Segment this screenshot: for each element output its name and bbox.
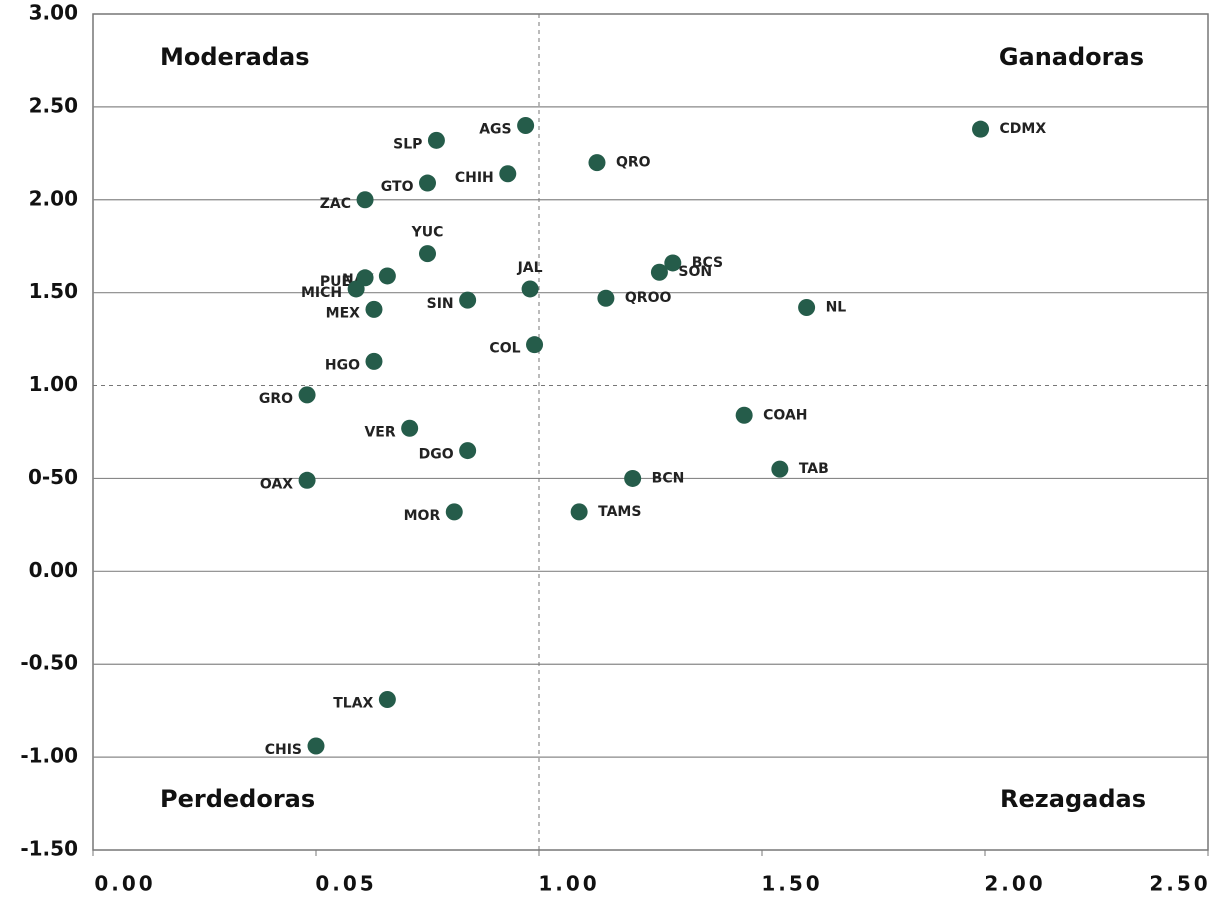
point-label: QROO [625, 290, 672, 306]
y-tick-label: -0.50 [20, 651, 78, 675]
y-tick-label: 0-50 [28, 465, 78, 489]
quadrant-label: Perdedoras [160, 785, 315, 813]
point [365, 352, 383, 370]
y-tick-label: -1.00 [20, 744, 78, 768]
point [445, 503, 463, 521]
point [365, 300, 383, 318]
point [664, 254, 682, 272]
point [526, 336, 544, 354]
y-tick-label: 0.00 [29, 558, 78, 582]
point-label: CHIS [265, 742, 302, 758]
point [650, 263, 668, 281]
point-label: VER [364, 424, 395, 440]
point-label: GTO [381, 179, 414, 195]
point-label: COAH [763, 407, 807, 423]
point [298, 386, 316, 404]
y-tick-label: 1.00 [29, 372, 78, 396]
x-tick-label: 0.00 [94, 872, 155, 896]
point [401, 419, 419, 437]
point [347, 280, 365, 298]
point [735, 406, 753, 424]
point [378, 691, 396, 709]
quadrant-label: Moderadas [160, 43, 310, 71]
point-label: MOR [404, 508, 441, 524]
point-label: TAMS [598, 504, 641, 520]
y-tick-label: -1.50 [20, 837, 78, 861]
point-label: SON [678, 264, 712, 280]
point [624, 469, 642, 487]
point-label: COL [489, 341, 520, 357]
point [307, 737, 325, 755]
point-label: NL [826, 300, 847, 316]
point-label: YUC [411, 225, 444, 241]
point [521, 280, 539, 298]
point [588, 154, 606, 172]
quadrant-label: Ganadoras [999, 43, 1144, 71]
point-label: OAX [260, 476, 293, 492]
point [597, 289, 615, 307]
point-label: JAL [517, 260, 543, 276]
point [298, 471, 316, 489]
point [972, 120, 990, 138]
y-tick-label: 1.50 [29, 279, 78, 303]
point [378, 267, 396, 285]
point-label: GRO [259, 391, 293, 407]
point-label: ZAC [320, 196, 351, 212]
y-tick-label: 2.00 [29, 186, 78, 210]
point [356, 191, 374, 209]
point [419, 174, 436, 192]
point-label: CDMX [1000, 121, 1047, 137]
point-label: HGO [325, 357, 360, 373]
point [517, 116, 535, 134]
x-tick-label: 2.00 [984, 872, 1045, 896]
point-label: BCN [652, 470, 685, 486]
quadrant-label: Rezagadas [1000, 785, 1146, 813]
x-tick-label: 1.50 [761, 872, 822, 896]
point [427, 131, 445, 149]
point-label: AGS [479, 121, 511, 137]
point-label: MEX [326, 305, 360, 321]
point-label: QRO [616, 155, 651, 171]
point [459, 442, 477, 460]
x-tick-label: 1.00 [538, 872, 599, 896]
point-label: CHIH [455, 170, 494, 186]
point [570, 503, 588, 521]
y-tick-label: 2.50 [29, 93, 78, 117]
point [499, 165, 517, 183]
point-label: PUE [320, 274, 351, 290]
x-tick-label: 0.05 [315, 872, 376, 896]
point-label: SIN [427, 296, 454, 312]
plot-frame [92, 13, 1209, 851]
x-tick-label: 2.50 [1149, 872, 1210, 896]
point [459, 291, 477, 309]
point-label: BCS [692, 255, 723, 271]
point-label: DGO [419, 447, 454, 463]
y-tick-label: 3.00 [29, 1, 78, 25]
point-label: TLAX [333, 696, 373, 712]
point-label: SLP [393, 136, 422, 152]
point [798, 299, 816, 317]
point [419, 245, 436, 263]
point-label: TAB [799, 461, 829, 477]
point-label: MICH [301, 285, 342, 301]
point [771, 460, 789, 478]
